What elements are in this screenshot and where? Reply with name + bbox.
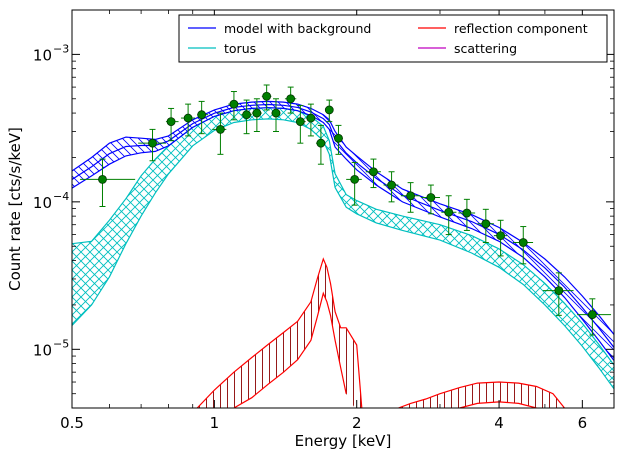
data-marker: [518, 238, 528, 247]
data-point-22: [441, 195, 457, 236]
data-point-15: [324, 99, 334, 123]
data-point-8: [251, 98, 262, 132]
data-point-14: [315, 124, 326, 165]
y-tick-label: 10: [33, 46, 52, 64]
data-marker: [286, 94, 296, 104]
data-marker: [324, 105, 334, 115]
data-point-9: [261, 84, 272, 111]
y-tick-exponent: −5: [53, 337, 69, 350]
data-point-16: [333, 124, 343, 155]
data-point-10: [271, 98, 281, 132]
legend-label-scattering: scattering: [454, 41, 517, 56]
data-point-2: [165, 107, 179, 142]
data-marker: [197, 110, 207, 120]
data-point-21: [421, 184, 440, 215]
x-axis-label: Energy [keV]: [295, 432, 392, 450]
torus-band-upper-line: [72, 107, 614, 366]
legend-box: [178, 14, 608, 63]
data-marker: [496, 231, 506, 241]
data-point-6: [228, 91, 240, 121]
data-point-24: [477, 208, 494, 244]
axis-ticks: 0.5 1 2 4 610−510−410−3: [33, 10, 614, 432]
y-axis-label: Count rate [cts/s/keV]: [6, 127, 24, 291]
x-tick-label: 6: [578, 414, 588, 432]
legend: model with background reflection compone…: [178, 14, 608, 63]
data-marker: [271, 108, 281, 118]
data-marker: [481, 219, 491, 229]
data-marker: [316, 138, 326, 148]
data-marker: [306, 113, 316, 123]
data-point-11: [284, 86, 297, 114]
data-marker: [229, 99, 239, 109]
data-point-18: [365, 158, 381, 189]
data-marker: [252, 108, 262, 118]
data-marker: [387, 180, 396, 190]
data-point-25: [493, 219, 508, 257]
plot-area: [72, 84, 614, 408]
data-marker: [462, 208, 472, 218]
data-marker: [242, 110, 252, 120]
reflection-band-low-fill: [197, 259, 362, 408]
data-point-20: [400, 182, 420, 213]
data-point-13: [305, 103, 316, 137]
x-tick-label: 1: [210, 414, 220, 432]
data-marker: [587, 310, 597, 319]
data-point-27: [542, 272, 574, 316]
data-point-19: [383, 171, 399, 203]
y-tick-label: 10: [33, 194, 52, 212]
data-point-4: [197, 100, 209, 135]
legend-label-model: model with background: [224, 21, 371, 36]
data-point-28: [577, 298, 612, 336]
data-point-3: [180, 103, 195, 137]
data-point-7: [241, 99, 252, 135]
data-point-12: [295, 105, 306, 144]
data-marker: [554, 286, 564, 296]
data-marker: [166, 117, 176, 127]
y-tick-exponent: −3: [53, 42, 69, 55]
data-marker: [148, 138, 157, 148]
data-marker: [426, 193, 436, 202]
data-marker: [334, 133, 343, 143]
reflection-band-high-fill: [398, 382, 565, 408]
data-point-17: [346, 161, 362, 206]
y-tick-label: 10: [33, 341, 52, 359]
data-marker: [369, 167, 378, 177]
data-point-5: [212, 112, 227, 155]
data-marker: [98, 174, 107, 184]
data-marker: [183, 113, 193, 123]
data-marker: [262, 91, 272, 101]
model-band-fill: [72, 101, 614, 361]
data-marker: [444, 207, 454, 217]
x-tick-label: 0.5: [60, 414, 84, 432]
legend-label-reflection: reflection component: [454, 21, 588, 36]
data-point-26: [512, 226, 534, 265]
data-point-23: [458, 198, 476, 231]
reflection-band-high-upper-line: [398, 381, 565, 408]
x-tick-label: 4: [494, 414, 504, 432]
data-marker: [350, 174, 360, 184]
data-point-0: [80, 158, 136, 208]
data-point-1: [138, 128, 166, 162]
data-marker: [295, 117, 305, 127]
legend-label-torus: torus: [224, 41, 256, 56]
reflection-band-low-upper-line: [196, 257, 363, 408]
data-marker: [216, 124, 225, 134]
y-tick-exponent: −4: [53, 190, 69, 203]
data-marker: [406, 191, 415, 201]
reflection-band-low-lower-line: [233, 291, 347, 408]
x-tick-label: 2: [352, 414, 362, 432]
